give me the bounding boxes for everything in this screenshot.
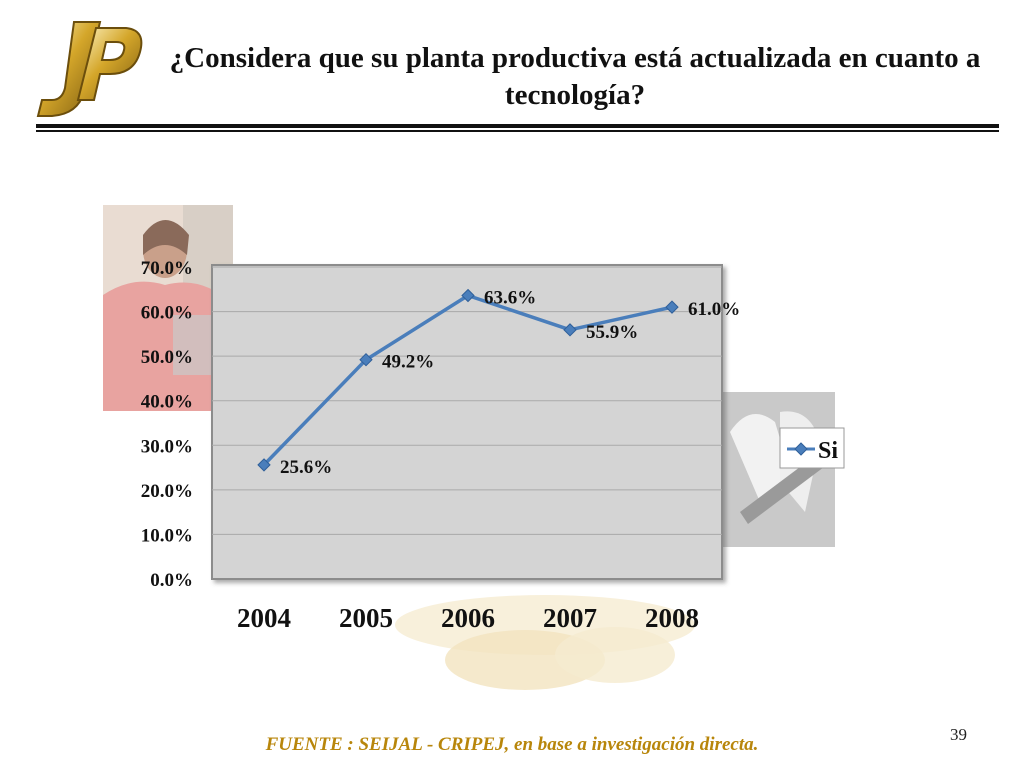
source-footer: FUENTE : SEIJAL - CRIPEJ, en base a inve… xyxy=(265,734,759,755)
x-tick-label: 2006 xyxy=(441,603,495,633)
gridlines xyxy=(212,266,722,535)
y-axis: 0.0% 10.0% 20.0% 30.0% 40.0% 50.0% 60.0% 70.0% xyxy=(141,258,193,591)
data-label: 63.6% xyxy=(484,288,536,309)
x-tick-label: 2007 xyxy=(543,603,597,633)
data-label: 55.9% xyxy=(586,322,638,343)
title-rule-thin xyxy=(36,130,999,132)
data-point-marker xyxy=(563,323,577,337)
plot-area xyxy=(211,264,723,580)
y-tick-label: 70.0% xyxy=(141,258,193,279)
y-tick-label: 30.0% xyxy=(141,436,193,457)
x-tick-label: 2008 xyxy=(645,603,699,633)
data-point-marker xyxy=(257,458,271,472)
data-point-marker xyxy=(461,288,475,303)
x-axis: 2004 2005 2006 2007 2008 xyxy=(237,603,699,633)
y-tick-label: 60.0% xyxy=(141,303,193,324)
x-tick-label: 2005 xyxy=(339,603,393,633)
y-tick-label: 20.0% xyxy=(141,481,193,502)
y-tick-label: 0.0% xyxy=(150,570,193,591)
data-point-marker xyxy=(359,353,373,367)
legend: Si xyxy=(779,427,845,469)
data-label: 25.6% xyxy=(280,457,332,478)
data-point-marker xyxy=(665,300,679,314)
data-label: 49.2% xyxy=(382,352,434,373)
y-tick-label: 10.0% xyxy=(141,525,193,546)
title-rule-thick xyxy=(36,124,999,128)
series-si: 25.6% 49.2% 63.6% 55.9% 61.0% xyxy=(257,288,740,478)
data-label: 61.0% xyxy=(688,299,740,320)
x-tick-label: 2004 xyxy=(237,603,291,633)
y-tick-label: 40.0% xyxy=(141,392,193,413)
y-tick-label: 50.0% xyxy=(141,347,193,368)
page-number: 39 xyxy=(950,725,967,744)
slide-title: ¿Considera que su planta productiva está… xyxy=(169,42,981,111)
legend-marker-icon xyxy=(794,442,808,456)
jp-logo xyxy=(36,21,143,117)
legend-label: Si xyxy=(818,438,838,464)
background-watermark-image xyxy=(395,595,695,690)
